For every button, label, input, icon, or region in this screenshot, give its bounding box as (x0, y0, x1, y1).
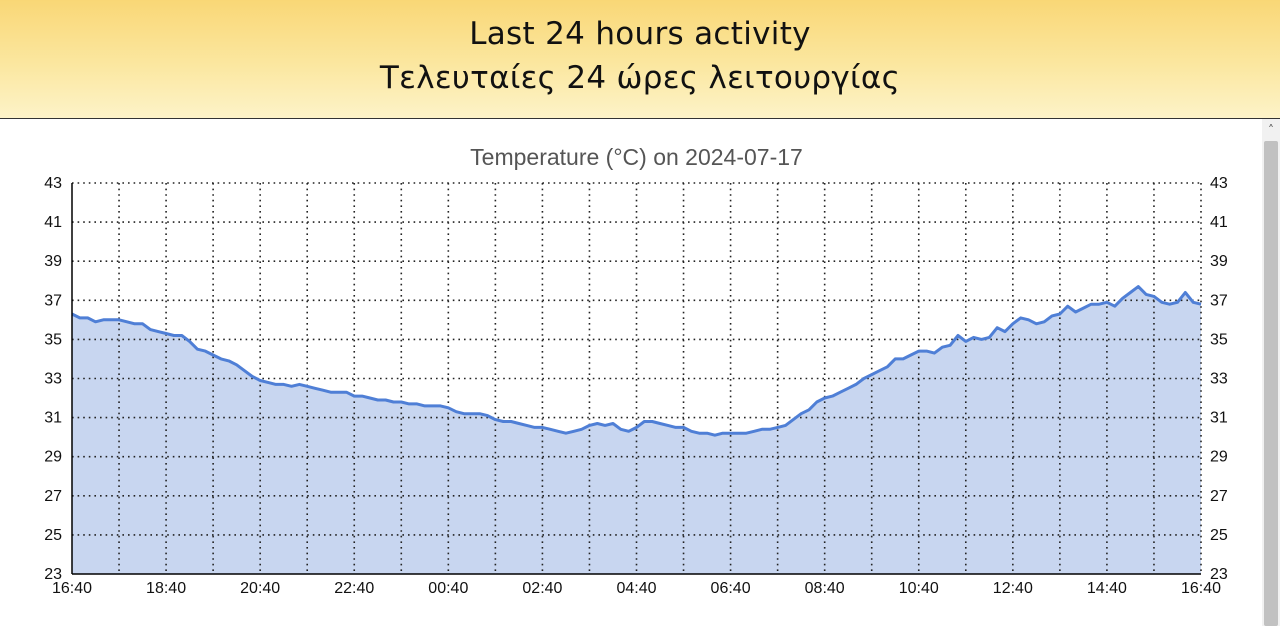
x-tick-label: 16:40 (52, 580, 92, 597)
y-tick-label-left: 41 (44, 214, 62, 231)
x-tick-label: 08:40 (805, 580, 845, 597)
x-tick-label: 04:40 (616, 580, 656, 597)
page-title-greek: Τελευταίες 24 ώρες λειτουργίας (379, 60, 901, 96)
y-tick-label-right: 25 (1210, 527, 1228, 544)
x-tick-label: 20:40 (240, 580, 280, 597)
y-tick-label-right: 23 (1210, 566, 1228, 583)
y-tick-label-left: 31 (44, 410, 62, 427)
x-tick-label: 16:40 (1181, 580, 1221, 597)
temperature-line (71, 285, 1202, 437)
x-tick-label: 10:40 (899, 580, 939, 597)
y-tick-label-right: 41 (1210, 214, 1228, 231)
y-tick-label-right: 35 (1210, 331, 1228, 348)
y-tick-label-right: 27 (1210, 488, 1228, 505)
y-tick-label-left: 29 (44, 449, 62, 466)
y-tick-label-left: 33 (44, 371, 62, 388)
x-tick-label: 06:40 (711, 580, 751, 597)
page-title-english: Last 24 hours activity (469, 16, 811, 52)
y-tick-label-left: 25 (44, 527, 62, 544)
vertical-scrollbar[interactable]: ˄ (1262, 119, 1280, 626)
x-tick-label: 14:40 (1087, 580, 1127, 597)
x-tick-label: 12:40 (993, 580, 1033, 597)
y-tick-label-right: 39 (1210, 253, 1228, 270)
y-tick-label-right: 43 (1210, 175, 1228, 192)
x-tick-label: 18:40 (146, 580, 186, 597)
y-tick-label-right: 31 (1210, 410, 1228, 427)
y-tick-label-left: 43 (44, 175, 62, 192)
y-tick-label-left: 35 (44, 331, 62, 348)
y-tick-label-right: 37 (1210, 292, 1228, 309)
y-tick-label-right: 33 (1210, 371, 1228, 388)
x-tick-label: 00:40 (428, 580, 468, 597)
chevron-up-icon[interactable]: ˄ (1268, 123, 1274, 137)
page-header: Last 24 hours activity Τελευταίες 24 ώρε… (0, 0, 1280, 119)
y-tick-label-right: 29 (1210, 449, 1228, 466)
y-tick-label-left: 39 (44, 253, 62, 270)
temperature-chart: Temperature (°C) on 2024-07-17 23 23 25 25 27… (44, 144, 1228, 597)
chart-title: Temperature (°C) on 2024-07-17 (470, 144, 803, 170)
y-tick-label-left: 27 (44, 488, 62, 505)
y-tick-label-left: 37 (44, 292, 62, 309)
x-tick-label: 22:40 (334, 580, 374, 597)
scrollbar-thumb[interactable] (1264, 141, 1278, 626)
x-tick-label: 02:40 (522, 580, 562, 597)
y-tick-label-left: 23 (44, 566, 62, 583)
